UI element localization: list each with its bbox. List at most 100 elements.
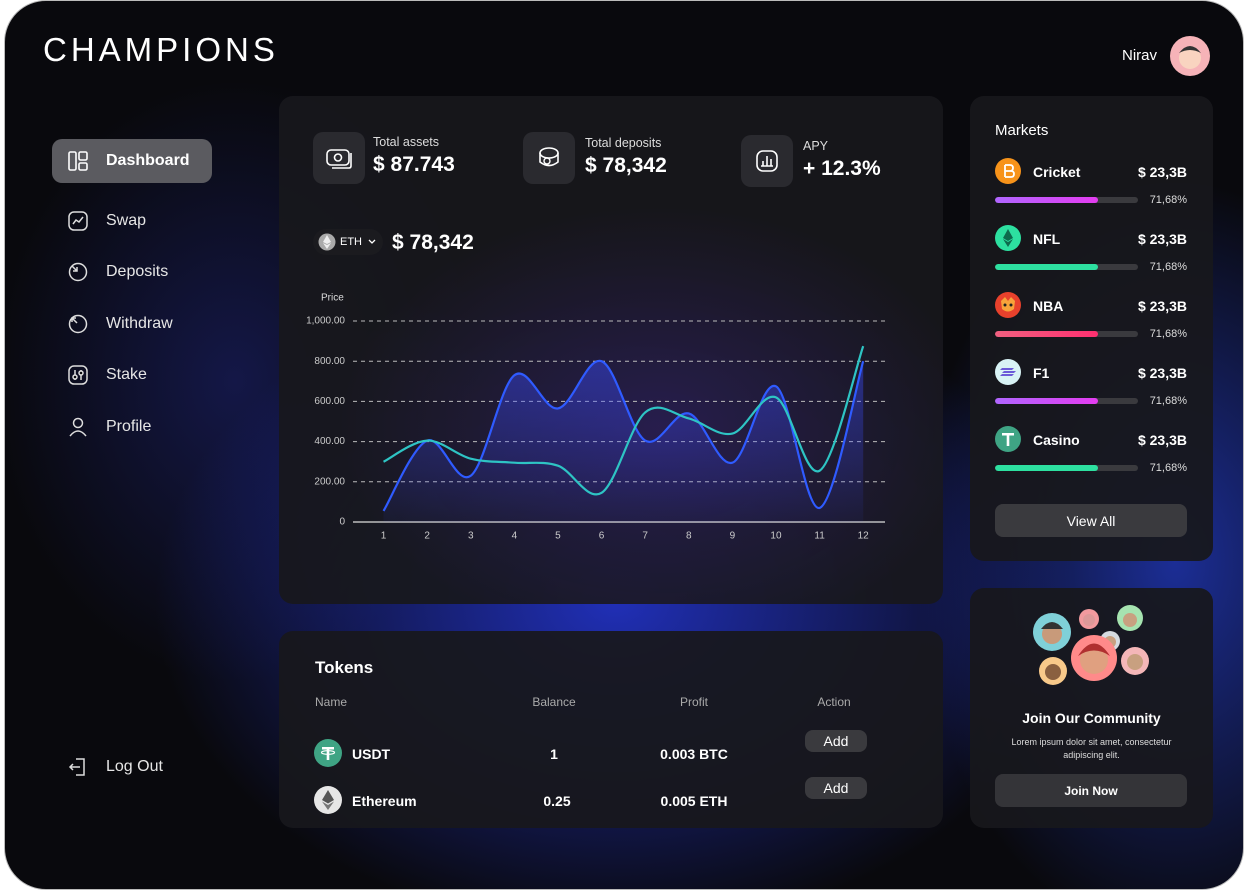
user-avatar[interactable] bbox=[1169, 35, 1211, 77]
token-name: Ethereum bbox=[352, 793, 417, 809]
market-percent: 71,68% bbox=[1149, 194, 1187, 206]
nav-item[interactable]: Dashboard bbox=[52, 139, 212, 183]
nav-label: Dashboard bbox=[106, 152, 190, 169]
stat-value: $ 87.743 bbox=[373, 153, 455, 176]
market-value: $ 23,3B bbox=[1137, 164, 1187, 180]
market-value: $ 23,3B bbox=[1137, 298, 1187, 314]
community-avatars bbox=[1033, 605, 1149, 685]
progress-track bbox=[995, 331, 1138, 337]
nav-item[interactable]: Swap bbox=[52, 199, 212, 243]
token-icon bbox=[314, 786, 342, 814]
token-profit: 0.005 ETH bbox=[660, 793, 728, 809]
market-percent: 71,68% bbox=[1149, 328, 1187, 340]
icon bbox=[539, 147, 559, 167]
community-text: Lorem ipsum dolor sit amet, consectetur … bbox=[1011, 737, 1172, 760]
x-tick-label: 5 bbox=[555, 531, 561, 542]
market-icon bbox=[995, 292, 1021, 318]
icon bbox=[69, 417, 87, 437]
y-tick-label: 200.00 bbox=[314, 476, 345, 487]
market-icon bbox=[995, 359, 1021, 385]
column-header: Balance bbox=[532, 695, 576, 709]
join-button[interactable]: Join Now bbox=[995, 774, 1187, 807]
icon bbox=[68, 211, 88, 231]
nav-item[interactable]: Stake bbox=[52, 353, 212, 397]
market-icon bbox=[995, 426, 1021, 452]
x-tick-label: 9 bbox=[730, 531, 736, 542]
icon bbox=[318, 233, 336, 251]
y-tick-label: 1,000.00 bbox=[306, 316, 345, 327]
x-tick-label: 11 bbox=[814, 531, 825, 542]
x-tick-label: 6 bbox=[599, 531, 605, 542]
view-all-button[interactable]: View All bbox=[995, 504, 1187, 537]
progress-bar bbox=[995, 264, 1098, 270]
stat-icon bbox=[313, 132, 365, 184]
nav-item[interactable]: Withdraw bbox=[52, 302, 212, 346]
add-button[interactable]: Add bbox=[805, 777, 867, 799]
price: $ 78,342 bbox=[392, 231, 474, 254]
logo[interactable]: CHAMPIONS bbox=[43, 31, 279, 68]
stat-label: APY bbox=[803, 139, 829, 153]
user-name[interactable]: Nirav bbox=[1121, 47, 1157, 64]
nav-label: Profile bbox=[106, 418, 152, 435]
nav-label: Log Out bbox=[106, 758, 163, 775]
market-name[interactable]: Cricket bbox=[1033, 164, 1081, 180]
market-name[interactable]: NBA bbox=[1033, 298, 1064, 314]
market-name[interactable]: F1 bbox=[1033, 365, 1050, 381]
column-header: Profit bbox=[679, 695, 709, 709]
line-series bbox=[383, 345, 865, 496]
add-button[interactable]: Add bbox=[805, 730, 867, 752]
y-tick-label: 600.00 bbox=[314, 396, 345, 407]
nav-label: Stake bbox=[106, 366, 147, 383]
token-label: ETH bbox=[340, 236, 362, 248]
market-icon bbox=[995, 225, 1021, 251]
nav-label: Deposits bbox=[106, 263, 169, 280]
token-balance: 0.25 bbox=[543, 793, 571, 809]
x-tick-label: 12 bbox=[858, 531, 870, 542]
stat-label: Total deposits bbox=[585, 136, 662, 150]
progress-track bbox=[995, 398, 1138, 404]
progress-track bbox=[995, 465, 1138, 471]
x-tick-label: 2 bbox=[424, 531, 430, 542]
nav-item[interactable]: Profile bbox=[52, 405, 212, 449]
market-value: $ 23,3B bbox=[1137, 231, 1187, 247]
nav-label: Swap bbox=[106, 212, 147, 229]
market-icon bbox=[995, 158, 1021, 184]
x-tick-label: 1 bbox=[381, 531, 387, 542]
markets-title: Markets bbox=[995, 122, 1049, 139]
logout[interactable]: Log Out bbox=[52, 745, 212, 789]
nav-item[interactable]: Deposits bbox=[52, 250, 212, 294]
progress-bar bbox=[995, 331, 1098, 337]
market-percent: 71,68% bbox=[1149, 395, 1187, 407]
line-series bbox=[382, 360, 865, 512]
area-fill bbox=[383, 360, 864, 522]
tokens-title: Tokens bbox=[315, 658, 374, 677]
stat-icon bbox=[741, 135, 793, 187]
y-tick-label: 800.00 bbox=[314, 356, 345, 367]
stat-value: $ 78,342 bbox=[585, 154, 667, 177]
progress-bar bbox=[995, 197, 1098, 203]
price-chart: Price 0 200.00 400.00 600.00 800.00 1,000.00 1… bbox=[306, 293, 885, 542]
x-tick-label: 4 bbox=[512, 531, 518, 542]
stat-icon bbox=[523, 132, 575, 184]
icon bbox=[68, 365, 88, 385]
icon bbox=[68, 262, 88, 282]
icon bbox=[326, 149, 352, 169]
market-percent: 71,68% bbox=[1149, 462, 1187, 474]
nav-label: Withdraw bbox=[106, 315, 173, 332]
market-name[interactable]: NFL bbox=[1033, 231, 1061, 247]
x-tick-label: 7 bbox=[642, 531, 648, 542]
token-selector[interactable]: ETH bbox=[313, 229, 383, 255]
column-header: Action bbox=[817, 695, 851, 709]
market-value: $ 23,3B bbox=[1137, 432, 1187, 448]
progress-track bbox=[995, 264, 1138, 270]
token-profit: 0.003 BTC bbox=[660, 746, 728, 762]
y-axis-label: Price bbox=[321, 293, 344, 304]
token-icon bbox=[314, 739, 342, 767]
progress-bar bbox=[995, 465, 1098, 471]
token-name: USDT bbox=[352, 746, 391, 762]
market-name[interactable]: Casino bbox=[1033, 432, 1080, 448]
progress-bar bbox=[995, 398, 1098, 404]
token-balance: 1 bbox=[550, 746, 558, 762]
chevron bbox=[368, 239, 376, 244]
